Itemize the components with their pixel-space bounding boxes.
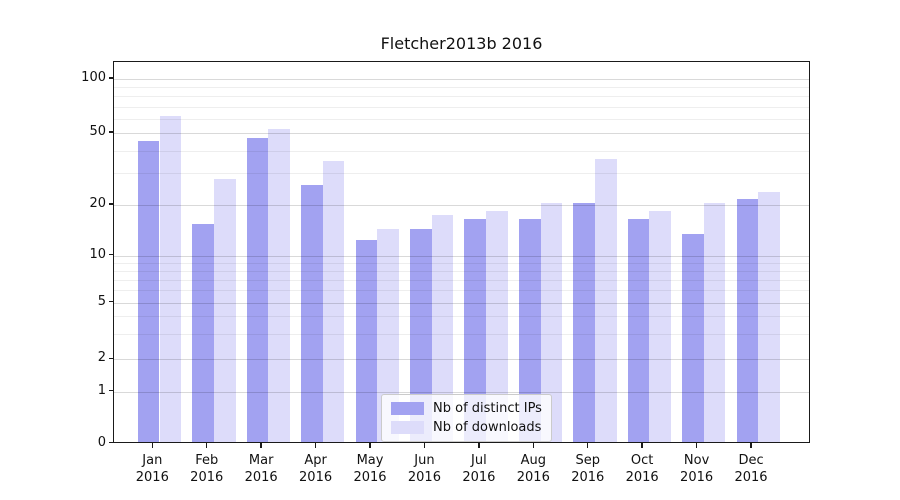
y-tick-mark — [108, 77, 114, 79]
y-tick-label: 5 — [97, 293, 106, 309]
legend-swatch-distinct-ips — [391, 402, 424, 415]
y-tick-mark — [108, 253, 114, 256]
x-tick-mark — [369, 443, 371, 448]
y-tick-label: 50 — [89, 124, 106, 139]
x-tick-mark — [587, 443, 589, 448]
bar-distinct-ips — [137, 141, 160, 442]
legend-label: Nb of downloads — [433, 420, 542, 435]
gridline-major — [114, 359, 809, 361]
x-tick-label: Oct 2016 — [625, 453, 659, 485]
bar-downloads — [703, 203, 726, 442]
x-tick-label: Mar 2016 — [244, 453, 278, 485]
bar-downloads — [322, 161, 345, 442]
legend-swatch-downloads — [391, 421, 424, 434]
bar-distinct-ips — [301, 185, 323, 442]
gridline-major — [114, 205, 809, 206]
bar-downloads — [594, 159, 617, 442]
x-tick-label: May 2016 — [353, 453, 387, 485]
bar-downloads — [540, 203, 563, 442]
x-tick-mark — [750, 443, 752, 448]
x-tick-label: Jan 2016 — [135, 453, 169, 485]
bar-downloads — [159, 115, 182, 442]
x-tick-label: Dec 2016 — [734, 453, 768, 485]
gridline-major — [114, 302, 809, 304]
gridline-minor — [114, 96, 809, 98]
legend-entry: Nb of downloads — [391, 420, 542, 435]
plot-area — [113, 61, 810, 443]
x-tick-mark — [260, 443, 262, 448]
gridline-minor — [114, 150, 809, 152]
x-tick-mark — [478, 443, 480, 448]
y-tick-mark — [108, 131, 114, 133]
gridline-major — [114, 133, 809, 134]
bar-distinct-ips — [682, 234, 704, 442]
y-tick-mark — [108, 300, 114, 303]
legend-entry: Nb of distinct IPs — [391, 401, 542, 416]
y-tick-label: 10 — [89, 246, 106, 262]
bar-distinct-ips — [464, 219, 487, 442]
bar-downloads — [268, 129, 290, 442]
y-tick-mark — [108, 203, 114, 205]
legend-label: Nb of distinct IPs — [433, 401, 542, 416]
gridline-minor — [114, 262, 809, 264]
bar-downloads — [377, 229, 399, 442]
x-tick-mark — [206, 443, 208, 448]
y-tick-label: 0 — [97, 434, 106, 450]
x-tick-mark — [532, 443, 534, 448]
bar-distinct-ips — [518, 219, 541, 442]
bar-downloads — [431, 214, 454, 442]
x-tick-label: Aug 2016 — [516, 453, 550, 485]
y-tick-label: 1 — [97, 382, 106, 398]
gridline-major — [114, 391, 809, 393]
y-tick-label: 20 — [89, 196, 106, 211]
bar-distinct-ips — [736, 199, 759, 442]
bar-downloads — [486, 210, 508, 442]
gridline-minor — [114, 173, 809, 175]
bar-distinct-ips — [573, 203, 595, 442]
gridline-minor — [114, 316, 809, 318]
x-tick-mark — [641, 443, 643, 448]
bar-distinct-ips — [627, 219, 650, 442]
x-tick-mark — [151, 443, 153, 448]
gridline-minor — [114, 334, 809, 336]
gridline-major — [114, 255, 809, 257]
bar-distinct-ips — [192, 223, 214, 442]
x-tick-label: Jun 2016 — [407, 453, 441, 485]
x-tick-mark — [314, 443, 317, 448]
gridline-minor — [114, 106, 809, 108]
gridline-minor — [114, 87, 809, 89]
gridline-minor — [114, 279, 809, 281]
y-tick-mark — [108, 442, 114, 444]
x-tick-mark — [695, 443, 698, 448]
x-tick-label: Feb 2016 — [190, 453, 224, 485]
y-tick-label: 2 — [97, 350, 106, 366]
bar-distinct-ips — [410, 229, 432, 442]
chart-title: Fletcher2013b 2016 — [380, 34, 543, 53]
y-tick-label: 100 — [81, 70, 106, 85]
gridline-minor — [114, 270, 809, 272]
gridline-minor — [114, 118, 809, 120]
x-tick-label: Apr 2016 — [299, 453, 333, 485]
legend: Nb of distinct IPs Nb of downloads — [381, 394, 552, 442]
bar-downloads — [649, 210, 671, 442]
bar-distinct-ips — [246, 137, 269, 442]
gridline-major — [114, 79, 809, 80]
x-tick-label: Nov 2016 — [680, 453, 714, 485]
x-tick-label: Jul 2016 — [462, 453, 496, 485]
y-tick-mark — [108, 357, 114, 359]
y-tick-mark — [108, 390, 114, 392]
gridline-minor — [114, 290, 809, 292]
bar-downloads — [213, 179, 236, 442]
bar-downloads — [758, 192, 780, 442]
x-tick-mark — [423, 443, 426, 448]
bar-distinct-ips — [355, 240, 378, 442]
x-tick-label: Sep 2016 — [571, 453, 605, 485]
